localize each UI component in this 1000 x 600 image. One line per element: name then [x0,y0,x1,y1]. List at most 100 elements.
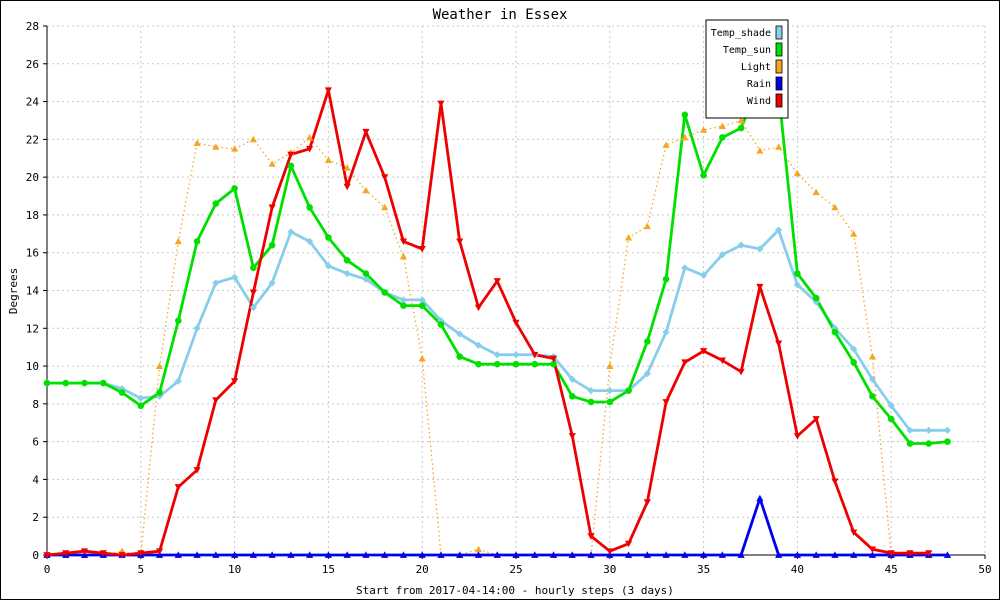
data-point [868,551,877,558]
data-point [474,341,483,349]
data-point [681,133,689,141]
data-point [287,151,295,159]
data-point [306,551,314,558]
series-markers [43,79,952,559]
data-point [456,238,464,245]
data-point [831,328,839,336]
data-point [193,551,201,558]
x-tick-label: 20 [416,563,429,576]
data-point [231,378,239,385]
data-point [399,238,408,245]
data-point [700,271,708,279]
data-point [681,264,689,272]
data-point [118,552,126,559]
data-point [793,551,801,558]
data-point [493,360,501,368]
data-point [718,251,726,259]
x-tick-label: 35 [697,563,710,576]
data-point [493,551,501,558]
legend-box [705,19,789,119]
data-point [794,270,801,277]
data-point [212,551,220,558]
data-point [324,156,332,164]
series-markers-light [43,116,952,558]
data-point [943,551,952,558]
data-point [193,238,201,245]
data-point [662,275,670,283]
data-point [568,551,576,558]
data-point [887,402,895,410]
x-tick-label: 10 [228,563,241,576]
data-point [474,304,483,312]
x-tick-label: 40 [791,563,804,576]
data-point [193,324,201,332]
data-point [99,379,107,387]
data-point [306,237,314,245]
data-point [775,551,783,558]
data-point [643,370,651,378]
legend-swatch [775,76,783,91]
legend-swatch [775,93,783,108]
data-point [925,426,933,434]
data-point [287,228,295,236]
data-point [868,375,877,383]
legend-label: Temp_sun [723,45,771,56]
data-point [737,241,745,249]
data-point [287,162,295,170]
data-point [493,351,501,359]
data-point [212,397,220,404]
data-point [643,499,651,506]
data-point [249,551,257,558]
data-point [662,551,670,558]
data-point [324,551,332,558]
data-point [850,230,858,237]
data-point [906,440,914,447]
legend: Temp_shade Temp_sun Light Rain Wind [705,19,789,119]
data-point [644,338,651,345]
data-point [549,551,558,558]
tick-labels: 0 5 10 15 20 25 30 35 40 45 5002468101214161820222… [26,20,992,576]
data-point [437,100,445,108]
data-point [456,330,464,338]
x-tick-label: 30 [603,563,616,576]
data-point [287,551,295,558]
data-point [474,545,483,553]
x-tick-label: 50 [978,563,991,576]
y-tick-label: 6 [32,436,39,449]
data-point [606,362,614,369]
data-point [643,551,651,558]
data-point [418,551,426,558]
data-point [831,203,839,211]
data-point [812,416,820,423]
data-point [268,279,276,287]
data-point [512,551,520,558]
data-point [850,529,858,536]
y-tick-label: 26 [26,58,39,71]
data-point [531,551,539,558]
data-point [756,147,764,154]
data-point [437,551,445,558]
x-tick-label: 15 [322,563,335,576]
data-point [812,298,820,306]
data-point [400,302,407,309]
y-tick-label: 2 [32,511,39,524]
data-point [80,548,89,555]
legend-swatch [775,25,783,40]
series-line-temp_sun [47,81,948,445]
x-tick-label: 5 [137,563,144,576]
y-tick-label: 24 [26,96,40,109]
data-point [268,204,276,211]
data-point [531,351,539,359]
data-point [887,550,895,557]
data-point [343,256,351,264]
data-point [568,393,576,400]
data-point [775,340,783,347]
data-point [831,551,839,558]
data-point [718,357,726,365]
data-point [343,551,351,558]
series-line-wind [46,88,929,557]
data-point [662,399,670,406]
data-point [643,222,651,230]
data-point [793,281,801,289]
